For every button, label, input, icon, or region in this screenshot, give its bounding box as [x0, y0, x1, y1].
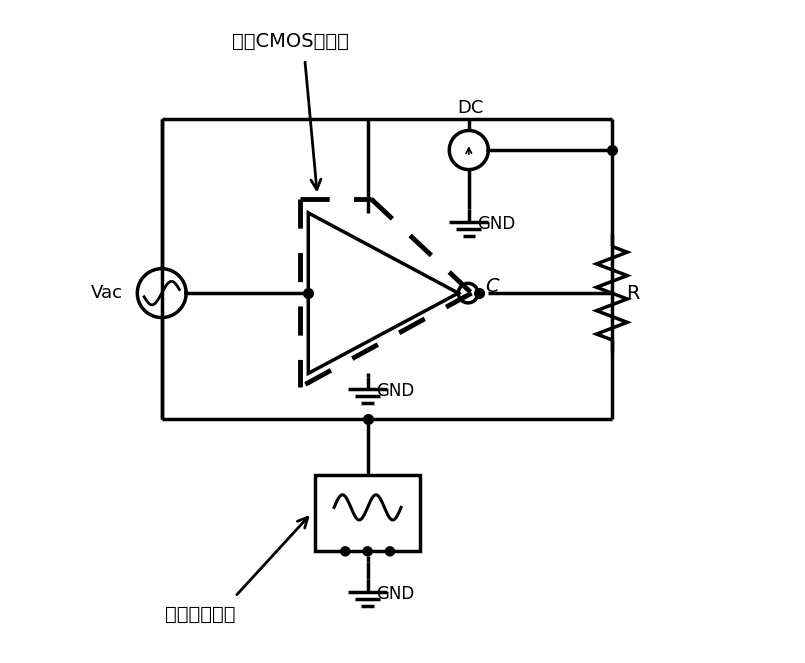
Circle shape — [341, 547, 350, 556]
Text: DC: DC — [457, 99, 483, 117]
Text: 双通道示波器: 双通道示波器 — [165, 605, 235, 624]
Text: GND: GND — [376, 585, 415, 603]
Text: GND: GND — [376, 383, 415, 400]
Circle shape — [363, 547, 372, 556]
Text: GND: GND — [477, 215, 515, 233]
Bar — [316, 475, 420, 552]
Text: R: R — [625, 284, 639, 302]
Text: 待测CMOS反相器: 待测CMOS反相器 — [233, 32, 349, 51]
Circle shape — [386, 547, 394, 556]
Text: C: C — [485, 276, 499, 296]
Text: Vac: Vac — [91, 284, 123, 302]
